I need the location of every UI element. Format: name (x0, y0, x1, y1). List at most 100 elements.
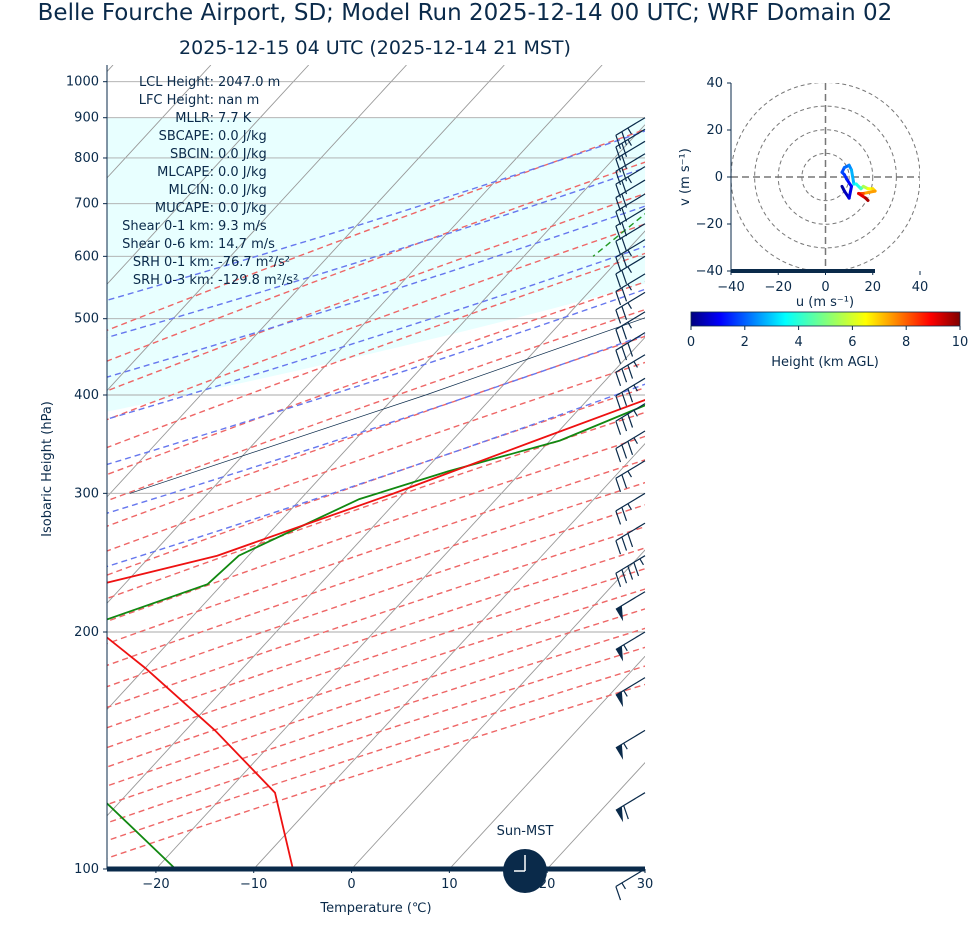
wind-barb-feather (627, 441, 634, 456)
mixing-ratio-line (690, 65, 930, 256)
wind-barb-feather (627, 364, 634, 379)
wind-barb-half-feather (627, 503, 632, 510)
wind-barb-feather (615, 329, 622, 344)
wind-barb-feather (615, 420, 622, 435)
dry-adiabat-line (107, 504, 645, 688)
x-tick-label: 10 (441, 877, 458, 892)
wind-barb-shaft (615, 354, 646, 373)
x-axis-label: Temperature (℃) (319, 901, 431, 916)
figure-title: Belle Fourche Airport, SD; Model Run 202… (37, 0, 893, 26)
wind-barb-half-feather (633, 384, 638, 392)
clock-icon (503, 849, 547, 893)
wind-barb-feather (621, 155, 628, 169)
wind-barb-feather (615, 183, 622, 198)
index-value: 0.0 J/kg (218, 165, 267, 180)
wind-barb-feather (621, 207, 628, 222)
wind-barb-shaft (615, 460, 646, 479)
wind-barb (615, 522, 646, 555)
wind-barb-flag (615, 691, 624, 708)
wind-barb-feather (621, 444, 628, 459)
isotherm-line (644, 868, 645, 869)
wind-barb-feather (615, 241, 622, 256)
x-tick-label: −10 (240, 877, 267, 892)
wind-barb-feather (615, 540, 622, 555)
index-label: Shear 0-6 km: (122, 237, 214, 252)
wind-barb-feather (621, 417, 628, 432)
hodograph: −40 −20 0 20 40 40 20 0 −20 −40 u (m s⁻¹) v (m s⁻… (678, 76, 928, 310)
index-value: 2047.0 m (218, 75, 280, 90)
hodograph-y-tick-label: 0 (715, 170, 723, 185)
hodograph-x-tick-label: −20 (765, 280, 792, 295)
wind-barb-feather (615, 349, 622, 364)
y-tick-label: 800 (74, 151, 99, 166)
wind-barb-shaft (615, 291, 646, 311)
y-tick-label: 1000 (66, 75, 99, 90)
wind-barb-shaft (615, 729, 646, 749)
hodograph-x-tick-label: −40 (717, 280, 744, 295)
y-tick-label: 300 (74, 486, 99, 501)
wind-barb-shaft (615, 403, 646, 422)
isotherm-line (107, 65, 407, 392)
figure-subtitle: 2025-12-15 04 UTC (2025-12-14 21 MST) (179, 37, 571, 59)
moist-adiabat-line (107, 205, 645, 378)
wind-barb-half-feather (627, 283, 632, 291)
wind-barb-shaft (615, 868, 646, 888)
wind-barb-shaft (615, 117, 646, 136)
wind-barb-half-feather (623, 690, 628, 697)
wind-barb (615, 193, 646, 226)
colorbar-tick-label: 4 (794, 335, 802, 350)
wind-barb-feather (621, 270, 628, 285)
colorbar-gradient (690, 311, 961, 327)
wind-barb-shaft (615, 430, 646, 450)
hodograph-x-tick-label: 0 (821, 280, 829, 295)
index-label: LFC Height: (139, 93, 214, 108)
y-tick-label: 500 (74, 312, 99, 327)
y-tick-label: 400 (74, 388, 99, 403)
wind-barb-feather (615, 171, 622, 185)
index-value: 9.3 m/s (218, 219, 267, 234)
wind-barb (615, 179, 646, 212)
mixing-ratio-line (769, 65, 969, 256)
wind-barb-feather (621, 536, 628, 551)
index-label: SBCAPE: (159, 129, 214, 144)
wind-barb-flag (615, 645, 624, 662)
index-label: MLLR: (175, 111, 214, 126)
wind-barb (615, 492, 646, 525)
wind-barb-half-feather (639, 558, 644, 566)
dry-adiabat-line (107, 161, 645, 362)
wind-barb-shaft (615, 677, 646, 696)
wind-barb-feather (615, 211, 622, 226)
isotherm-line (449, 655, 645, 869)
wind-barb (615, 128, 646, 161)
wind-barb-shaft (615, 311, 646, 330)
wind-barb-feather (621, 306, 628, 321)
wind-barb-half-feather (627, 249, 632, 257)
wind-barb-shaft (615, 332, 646, 351)
y-tick-label: 600 (74, 249, 99, 264)
wind-barb (615, 140, 646, 173)
moist-adiabat-line (107, 130, 645, 301)
wind-barb-feather (621, 569, 628, 584)
index-value: -76.7 m²/s² (218, 255, 290, 270)
wind-barb-shaft (615, 153, 646, 172)
isotherm-line (107, 65, 603, 604)
x-tick-label: 0 (347, 877, 355, 892)
wind-barb-half-feather (627, 127, 632, 135)
wind-barb-feather (615, 395, 622, 410)
colorbar: 0 2 4 6 8 10 Height (km AGL) (687, 311, 968, 370)
mixing-ratio-line (592, 212, 645, 257)
wind-barb-feather (621, 143, 628, 157)
index-label: MLCAPE: (157, 165, 214, 180)
wind-barb-flag (615, 605, 624, 622)
wind-barb-feather (621, 507, 628, 522)
colorbar-tick-label: 0 (687, 335, 695, 350)
wind-barb-shaft (615, 273, 646, 292)
index-value: nan m (218, 93, 259, 108)
wind-barb-shaft (615, 223, 646, 242)
dry-adiabat-line (107, 223, 645, 421)
hodograph-y-tick-label: −20 (696, 217, 723, 232)
y-tick-label: 900 (74, 111, 99, 126)
mixing-ratio-line (818, 65, 969, 256)
parcel-path-line (129, 317, 645, 494)
